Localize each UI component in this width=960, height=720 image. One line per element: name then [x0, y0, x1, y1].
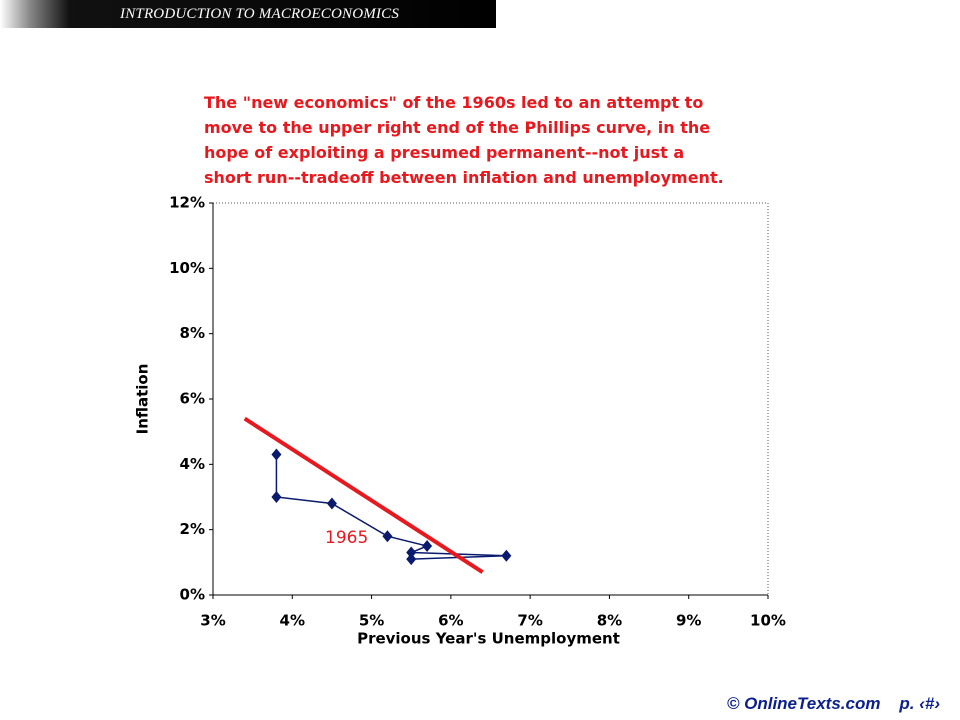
annotation-line: short run--tradeoff between inflation an…: [204, 168, 724, 187]
copyright: © OnlineTexts.com: [726, 694, 881, 713]
x-tick-label: 9%: [676, 612, 701, 630]
data-point: [406, 546, 417, 559]
annotation: The "new economics" of the 1960s led to …: [204, 90, 724, 190]
y-tick-label: 12%: [169, 194, 205, 212]
y-tick-label: 0%: [180, 586, 205, 604]
x-axis-label: Previous Year's Unemployment: [357, 630, 620, 648]
data-point: [501, 549, 512, 562]
data-point: [422, 540, 433, 552]
footer: © OnlineTexts.com p. ‹#›: [727, 694, 940, 714]
page-number: p. ‹#›: [899, 694, 940, 713]
y-tick-label: 6%: [180, 390, 205, 408]
y-tick-label: 10%: [169, 259, 205, 277]
x-tick-label: 10%: [750, 612, 786, 630]
x-tick-label: 7%: [517, 612, 542, 630]
x-tick-label: 3%: [200, 612, 225, 630]
data-point: [326, 497, 337, 510]
data-point: [271, 491, 282, 503]
data-point: [271, 448, 282, 461]
data-line: [275, 454, 507, 560]
x-tick-label: 5%: [359, 612, 384, 630]
x-tick-label: 6%: [438, 612, 463, 630]
y-tick-label: 8%: [180, 324, 205, 342]
header-title: INTRODUCTION TO MACROECONOMICS: [120, 6, 400, 22]
annotation-line: hope of exploiting a presumed permanent-…: [204, 143, 685, 162]
plot-frame: [212, 202, 769, 596]
x-tick-label: 8%: [597, 612, 622, 630]
header-bar: INTRODUCTION TO MACROECONOMICS: [0, 0, 496, 28]
y-tick-label: 4%: [180, 455, 205, 473]
trend-line: [243, 416, 484, 574]
y-axis-label: Inflation: [134, 364, 152, 435]
point-label: 1965: [325, 528, 368, 548]
data-point: [382, 530, 393, 543]
data-point: [406, 553, 417, 566]
annotation-line: move to the upper right end of the Phill…: [204, 118, 711, 137]
y-tick-label: 2%: [180, 520, 205, 538]
annotation-line: The "new economics" of the 1960s led to …: [204, 93, 704, 112]
x-tick-label: 4%: [280, 612, 305, 630]
